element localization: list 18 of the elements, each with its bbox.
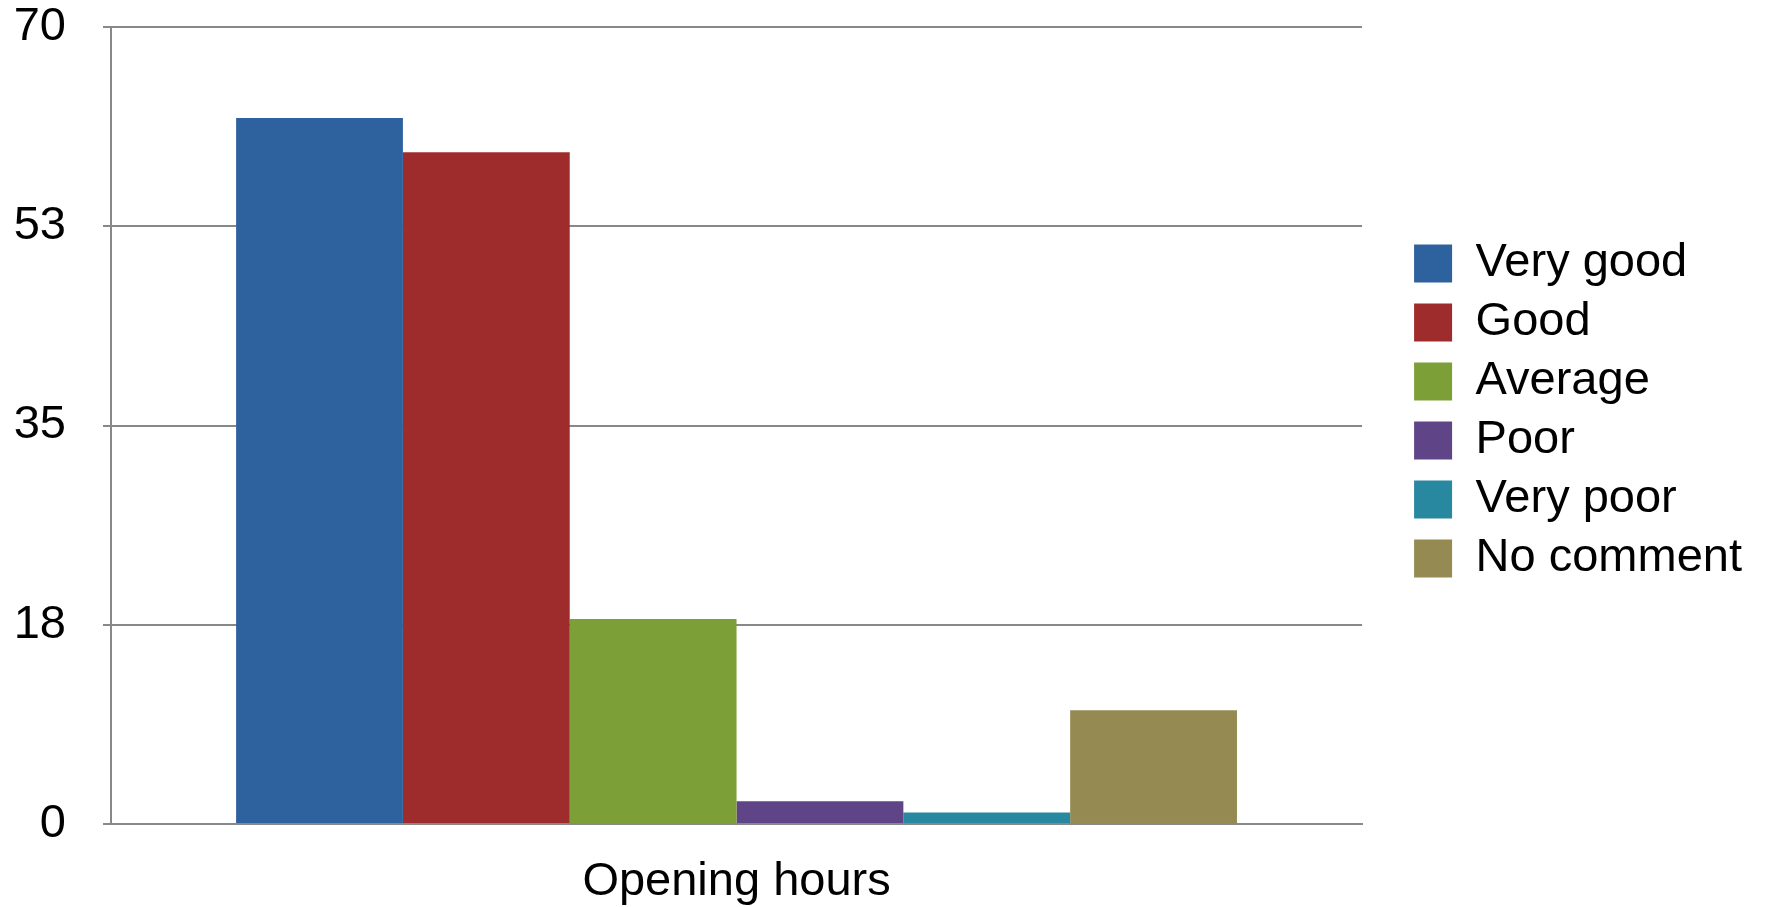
bar [1070, 710, 1237, 823]
bar [903, 812, 1071, 823]
legend-label: Poor [1475, 410, 1575, 464]
legend-label: Average [1475, 351, 1650, 405]
legend-label: No comment [1475, 528, 1742, 582]
y-tick-label: 18 [13, 594, 66, 648]
y-tick-label: 35 [13, 395, 66, 449]
legend-label: Good [1475, 292, 1591, 346]
legend-label: Very good [1475, 233, 1688, 287]
y-tick-label: 0 [39, 793, 66, 847]
bar [236, 118, 403, 823]
y-tick-label: 70 [13, 0, 66, 50]
bar [736, 801, 904, 823]
bar [569, 619, 737, 823]
y-tick-label: 53 [13, 196, 66, 250]
x-tick-label: Opening hours [582, 852, 891, 906]
bar [402, 152, 570, 823]
legend-label: Very poor [1475, 469, 1677, 523]
